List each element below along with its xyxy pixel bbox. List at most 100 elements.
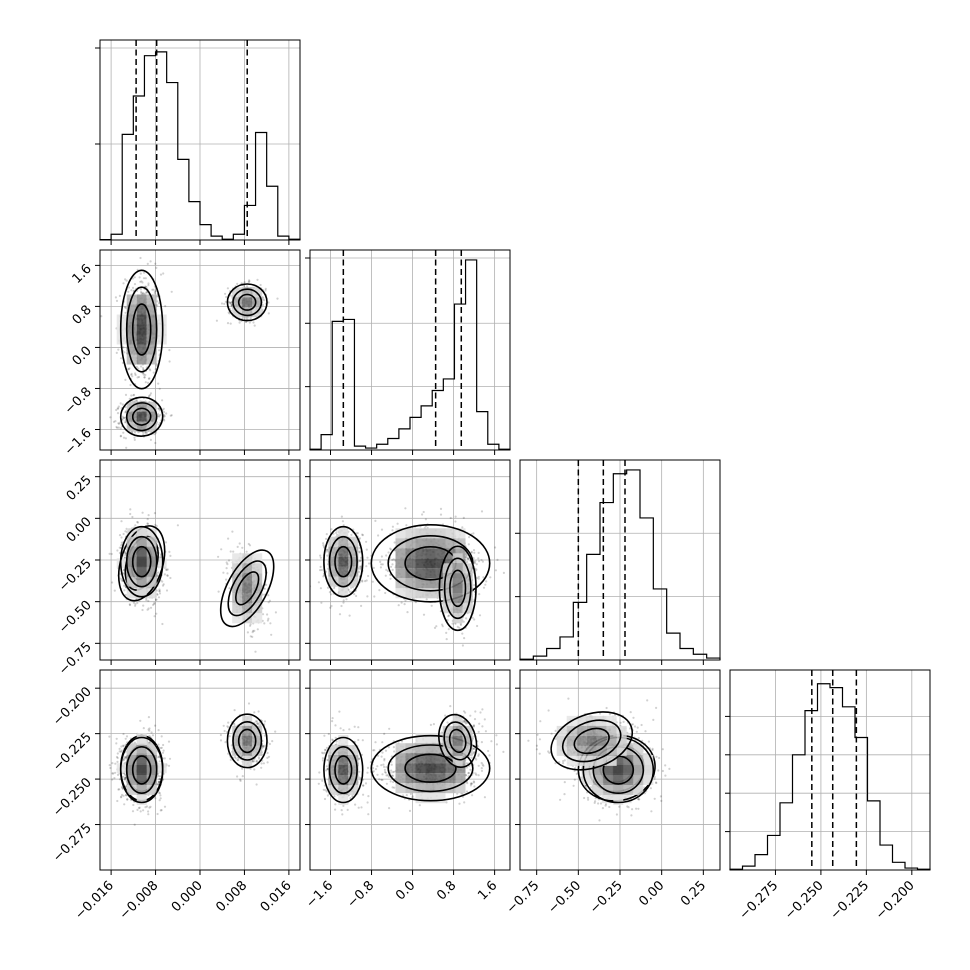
y-tick-label: 0.00 xyxy=(64,515,95,546)
sample-point xyxy=(147,514,150,517)
sample-point xyxy=(390,565,393,568)
sample-point xyxy=(502,571,505,575)
sample-point xyxy=(131,277,134,280)
sample-point xyxy=(176,524,179,527)
density-cell xyxy=(136,401,147,412)
sample-point xyxy=(359,559,362,563)
sample-point xyxy=(365,540,368,543)
axis-frame xyxy=(99,249,301,451)
sample-point xyxy=(153,511,156,515)
sample-point xyxy=(134,604,137,607)
sample-point xyxy=(447,628,450,631)
sample-point xyxy=(134,524,137,527)
sample-point xyxy=(263,299,266,302)
density-cell xyxy=(252,573,263,584)
axis-frame xyxy=(99,459,301,661)
sample-point xyxy=(165,568,168,572)
sample-point xyxy=(266,619,269,622)
density-cell xyxy=(415,548,426,559)
sample-point xyxy=(128,603,132,607)
sample-point xyxy=(136,376,139,379)
sample-point xyxy=(361,534,364,537)
sample-point xyxy=(133,393,136,396)
sample-point xyxy=(110,552,113,556)
sample-point xyxy=(329,606,332,609)
sample-point xyxy=(232,550,235,553)
density-cell xyxy=(136,334,147,345)
sample-point xyxy=(120,579,123,582)
sample-point xyxy=(127,367,130,371)
contour-mode-2-level-1 xyxy=(443,557,472,620)
density-cell xyxy=(348,566,359,577)
sample-point xyxy=(249,317,252,320)
sample-point xyxy=(439,507,443,510)
sample-point xyxy=(123,416,126,419)
sample-point xyxy=(403,603,406,606)
density-cell xyxy=(126,528,137,539)
density-cell xyxy=(126,334,137,345)
sample-point xyxy=(406,611,409,614)
sample-point xyxy=(147,607,150,610)
contour-mode-1-level-0 xyxy=(131,407,152,426)
panel-body xyxy=(108,508,277,653)
sample-point xyxy=(165,589,169,592)
sample-point xyxy=(157,407,160,410)
sample-point xyxy=(118,788,121,791)
sample-point xyxy=(253,629,256,633)
sample-point xyxy=(117,405,120,408)
sample-point xyxy=(158,349,161,352)
sample-point xyxy=(147,810,150,813)
sample-point xyxy=(130,289,133,292)
sample-point xyxy=(162,749,165,752)
sample-point xyxy=(133,276,136,279)
sample-point xyxy=(263,587,266,590)
sample-point xyxy=(169,576,172,580)
sample-point xyxy=(124,278,127,281)
sample-point xyxy=(123,584,126,587)
y-tick-label: −0.225 xyxy=(50,730,95,775)
density-cell xyxy=(126,324,137,335)
sample-point xyxy=(136,521,139,524)
sample-point xyxy=(263,622,266,625)
contour-mode-1-level-0 xyxy=(131,545,152,578)
sample-point xyxy=(117,348,120,351)
sample-point xyxy=(229,322,232,325)
density-cell xyxy=(126,304,137,315)
sample-point xyxy=(259,283,262,287)
sample-point xyxy=(405,524,408,527)
density-cell xyxy=(252,553,263,564)
sample-point xyxy=(142,373,145,376)
sample-point xyxy=(156,783,159,786)
sample-point xyxy=(465,617,468,620)
sample-point xyxy=(153,602,156,606)
density-cell xyxy=(242,287,253,298)
sample-point xyxy=(133,431,137,434)
y-tick-label: −0.75 xyxy=(56,640,95,679)
sample-point xyxy=(473,584,476,587)
sample-point xyxy=(247,281,250,284)
density-cell xyxy=(146,344,157,355)
sample-point xyxy=(136,520,139,524)
density-cell xyxy=(252,613,263,624)
y-tick-label: −0.50 xyxy=(56,598,95,637)
sample-point xyxy=(377,534,380,537)
sample-point xyxy=(359,559,362,562)
sample-point xyxy=(473,551,476,554)
sample-point xyxy=(355,594,358,598)
sample-point xyxy=(140,280,143,283)
sample-point xyxy=(473,562,476,565)
sample-point xyxy=(392,558,395,561)
sample-point xyxy=(245,285,249,288)
sample-point xyxy=(119,434,122,437)
sample-point xyxy=(130,431,134,434)
sample-point xyxy=(248,544,252,547)
sample-point xyxy=(142,433,145,436)
sample-point xyxy=(122,346,125,349)
sample-point xyxy=(371,580,374,583)
sample-point xyxy=(254,650,257,653)
sample-point xyxy=(229,550,232,553)
sample-point xyxy=(159,797,162,800)
sample-point xyxy=(465,554,468,557)
sample-point xyxy=(120,520,123,523)
sample-point xyxy=(365,548,368,551)
